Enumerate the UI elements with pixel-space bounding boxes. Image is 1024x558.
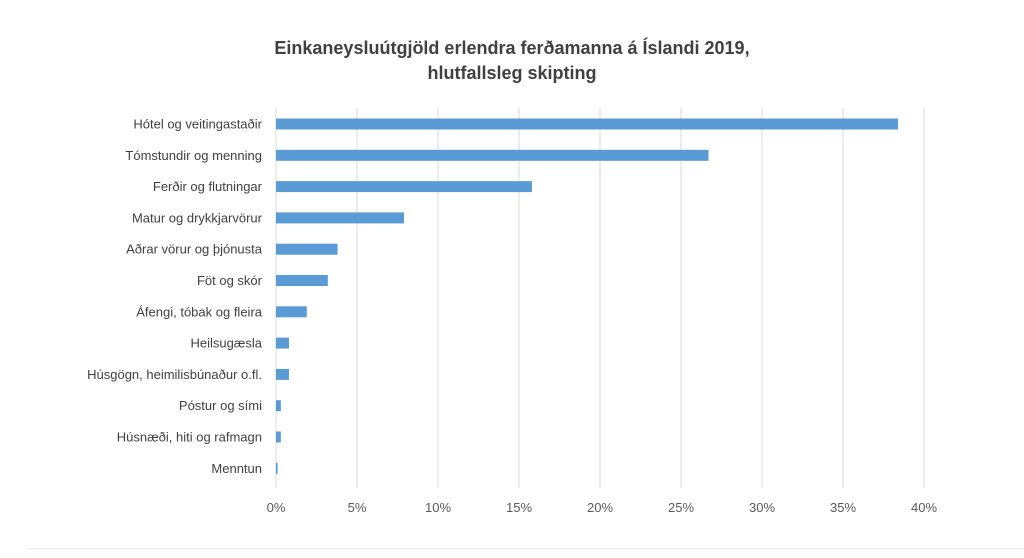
category-label: Hótel og veitingastaðir: [133, 117, 262, 132]
category-label: Ferðir og flutningar: [153, 179, 263, 194]
bar: [276, 243, 338, 255]
gridlines: [275, 108, 925, 488]
x-tick-label: 10%: [425, 500, 451, 515]
bars: [276, 118, 899, 474]
x-tick-label: 5%: [348, 500, 367, 515]
category-label: Heilsugæsla: [190, 336, 262, 351]
x-tick-label: 0%: [267, 500, 286, 515]
x-tick-label: 25%: [668, 500, 694, 515]
bar: [276, 462, 278, 474]
bar: [276, 181, 532, 193]
x-tick-label: 35%: [830, 500, 856, 515]
category-label: Húsgögn, heimilisbúnaður o.fl.: [87, 367, 262, 382]
category-label: Aðrar vörur og þjónusta: [126, 242, 263, 257]
x-tick-label: 20%: [587, 500, 613, 515]
bar: [276, 118, 899, 130]
x-tick-labels: 0% 5% 10% 15% 20% 25% 30% 35% 40%: [267, 500, 938, 515]
bar: [276, 400, 281, 412]
category-label: Áfengi, tóbak og fleira: [136, 304, 263, 319]
category-label: Húsnæði, hiti og rafmagn: [117, 430, 262, 445]
bar: [276, 306, 307, 318]
bar: [276, 212, 404, 224]
bar: [276, 149, 709, 161]
category-label: Tómstundir og menning: [125, 148, 262, 163]
chart-subtitle: hlutfallsleg skipting: [427, 63, 597, 83]
category-label: Menntun: [211, 461, 262, 476]
x-tick-label: 15%: [506, 500, 532, 515]
category-label: Föt og skór: [197, 273, 263, 288]
bottom-divider: [28, 548, 1024, 549]
bar: [276, 275, 328, 286]
category-label: Matur og drykkjarvörur: [132, 210, 263, 225]
chart-title: Einkaneysluútgjöld erlendra ferðamanna á…: [274, 38, 750, 58]
x-tick-label: 40%: [911, 500, 937, 515]
bar: [276, 431, 281, 443]
bar: [276, 368, 289, 380]
bar: [276, 337, 289, 349]
x-tick-label: 30%: [749, 500, 775, 515]
category-label: Póstur og sími: [179, 398, 262, 413]
category-labels: Hótel og veitingastaðir Tómstundir og men…: [87, 117, 263, 476]
